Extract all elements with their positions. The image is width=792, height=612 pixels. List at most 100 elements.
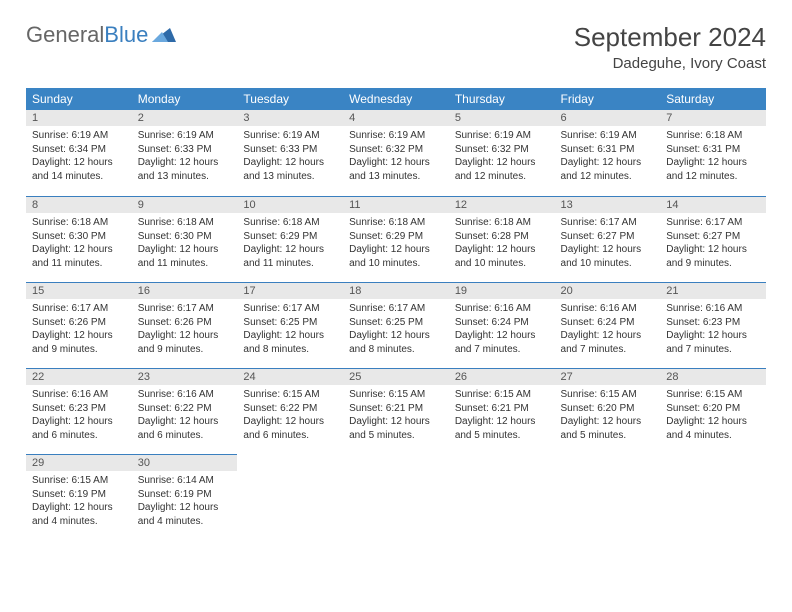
- day-number: 2: [132, 110, 238, 126]
- calendar-cell: 7Sunrise: 6:18 AMSunset: 6:31 PMDaylight…: [660, 110, 766, 196]
- sunrise-text: Sunrise: 6:16 AM: [561, 302, 655, 316]
- daylight-text: Daylight: 12 hours: [455, 243, 549, 257]
- daylight-text: and 5 minutes.: [349, 429, 443, 443]
- daylight-text: and 4 minutes.: [138, 515, 232, 529]
- calendar-cell: 19Sunrise: 6:16 AMSunset: 6:24 PMDayligh…: [449, 282, 555, 368]
- day-number: 28: [660, 368, 766, 385]
- sunrise-text: Sunrise: 6:18 AM: [243, 216, 337, 230]
- daylight-text: and 8 minutes.: [243, 343, 337, 357]
- day-number: 10: [237, 196, 343, 213]
- sunset-text: Sunset: 6:25 PM: [243, 316, 337, 330]
- sunrise-text: Sunrise: 6:16 AM: [455, 302, 549, 316]
- sunrise-text: Sunrise: 6:15 AM: [349, 388, 443, 402]
- day-content: Sunrise: 6:15 AMSunset: 6:19 PMDaylight:…: [26, 471, 132, 534]
- daylight-text: Daylight: 12 hours: [666, 156, 760, 170]
- sunrise-text: Sunrise: 6:17 AM: [243, 302, 337, 316]
- daylight-text: Daylight: 12 hours: [138, 415, 232, 429]
- daylight-text: and 8 minutes.: [349, 343, 443, 357]
- day-number: 30: [132, 454, 238, 471]
- day-content: Sunrise: 6:18 AMSunset: 6:30 PMDaylight:…: [26, 213, 132, 276]
- sunset-text: Sunset: 6:32 PM: [349, 143, 443, 157]
- daylight-text: and 11 minutes.: [138, 257, 232, 271]
- calendar-cell: 11Sunrise: 6:18 AMSunset: 6:29 PMDayligh…: [343, 196, 449, 282]
- sunrise-text: Sunrise: 6:17 AM: [666, 216, 760, 230]
- weekday-header: Thursday: [449, 88, 555, 110]
- sunset-text: Sunset: 6:20 PM: [561, 402, 655, 416]
- sunset-text: Sunset: 6:21 PM: [455, 402, 549, 416]
- day-content: Sunrise: 6:15 AMSunset: 6:22 PMDaylight:…: [237, 385, 343, 448]
- calendar-cell: 8Sunrise: 6:18 AMSunset: 6:30 PMDaylight…: [26, 196, 132, 282]
- daylight-text: Daylight: 12 hours: [349, 243, 443, 257]
- sunrise-text: Sunrise: 6:18 AM: [349, 216, 443, 230]
- daylight-text: Daylight: 12 hours: [138, 156, 232, 170]
- day-content: Sunrise: 6:16 AMSunset: 6:23 PMDaylight:…: [660, 299, 766, 362]
- weekday-header: Sunday: [26, 88, 132, 110]
- calendar-cell: 13Sunrise: 6:17 AMSunset: 6:27 PMDayligh…: [555, 196, 661, 282]
- daylight-text: and 12 minutes.: [666, 170, 760, 184]
- day-number: 19: [449, 282, 555, 299]
- day-content: Sunrise: 6:17 AMSunset: 6:27 PMDaylight:…: [555, 213, 661, 276]
- sunset-text: Sunset: 6:25 PM: [349, 316, 443, 330]
- sunrise-text: Sunrise: 6:17 AM: [138, 302, 232, 316]
- sunset-text: Sunset: 6:24 PM: [455, 316, 549, 330]
- day-number: 7: [660, 110, 766, 126]
- day-number: 23: [132, 368, 238, 385]
- sunset-text: Sunset: 6:30 PM: [138, 230, 232, 244]
- sunrise-text: Sunrise: 6:19 AM: [32, 129, 126, 143]
- calendar-row: 8Sunrise: 6:18 AMSunset: 6:30 PMDaylight…: [26, 196, 766, 282]
- day-content: Sunrise: 6:19 AMSunset: 6:34 PMDaylight:…: [26, 126, 132, 189]
- daylight-text: and 14 minutes.: [32, 170, 126, 184]
- calendar-cell: 3Sunrise: 6:19 AMSunset: 6:33 PMDaylight…: [237, 110, 343, 196]
- daylight-text: Daylight: 12 hours: [138, 243, 232, 257]
- sunset-text: Sunset: 6:32 PM: [455, 143, 549, 157]
- day-number: 16: [132, 282, 238, 299]
- calendar-row: 22Sunrise: 6:16 AMSunset: 6:23 PMDayligh…: [26, 368, 766, 454]
- day-number: 25: [343, 368, 449, 385]
- calendar-cell: [660, 454, 766, 540]
- day-number: 29: [26, 454, 132, 471]
- calendar-cell: [237, 454, 343, 540]
- day-content: Sunrise: 6:18 AMSunset: 6:29 PMDaylight:…: [237, 213, 343, 276]
- day-number: 1: [26, 110, 132, 126]
- sunset-text: Sunset: 6:34 PM: [32, 143, 126, 157]
- day-number: 4: [343, 110, 449, 126]
- day-number: 3: [237, 110, 343, 126]
- calendar-cell: 12Sunrise: 6:18 AMSunset: 6:28 PMDayligh…: [449, 196, 555, 282]
- daylight-text: Daylight: 12 hours: [349, 156, 443, 170]
- calendar-table: Sunday Monday Tuesday Wednesday Thursday…: [26, 88, 766, 540]
- sunset-text: Sunset: 6:28 PM: [455, 230, 549, 244]
- sunrise-text: Sunrise: 6:17 AM: [32, 302, 126, 316]
- calendar-cell: 25Sunrise: 6:15 AMSunset: 6:21 PMDayligh…: [343, 368, 449, 454]
- title-block: September 2024 Dadeguhe, Ivory Coast: [574, 22, 766, 72]
- calendar-cell: 9Sunrise: 6:18 AMSunset: 6:30 PMDaylight…: [132, 196, 238, 282]
- daylight-text: and 12 minutes.: [561, 170, 655, 184]
- sunset-text: Sunset: 6:29 PM: [243, 230, 337, 244]
- sunset-text: Sunset: 6:19 PM: [138, 488, 232, 502]
- daylight-text: and 12 minutes.: [455, 170, 549, 184]
- day-number: 12: [449, 196, 555, 213]
- calendar-cell: 2Sunrise: 6:19 AMSunset: 6:33 PMDaylight…: [132, 110, 238, 196]
- daylight-text: and 9 minutes.: [138, 343, 232, 357]
- day-content: Sunrise: 6:19 AMSunset: 6:32 PMDaylight:…: [449, 126, 555, 189]
- calendar-cell: 4Sunrise: 6:19 AMSunset: 6:32 PMDaylight…: [343, 110, 449, 196]
- sunrise-text: Sunrise: 6:18 AM: [666, 129, 760, 143]
- day-content: Sunrise: 6:17 AMSunset: 6:27 PMDaylight:…: [660, 213, 766, 276]
- calendar-cell: 20Sunrise: 6:16 AMSunset: 6:24 PMDayligh…: [555, 282, 661, 368]
- daylight-text: Daylight: 12 hours: [32, 329, 126, 343]
- sunset-text: Sunset: 6:27 PM: [561, 230, 655, 244]
- daylight-text: Daylight: 12 hours: [561, 156, 655, 170]
- day-content: Sunrise: 6:18 AMSunset: 6:30 PMDaylight:…: [132, 213, 238, 276]
- day-content: Sunrise: 6:15 AMSunset: 6:21 PMDaylight:…: [343, 385, 449, 448]
- daylight-text: Daylight: 12 hours: [349, 329, 443, 343]
- sunrise-text: Sunrise: 6:14 AM: [138, 474, 232, 488]
- calendar-cell: [343, 454, 449, 540]
- daylight-text: Daylight: 12 hours: [666, 415, 760, 429]
- calendar-cell: 6Sunrise: 6:19 AMSunset: 6:31 PMDaylight…: [555, 110, 661, 196]
- sunset-text: Sunset: 6:33 PM: [243, 143, 337, 157]
- day-content: Sunrise: 6:17 AMSunset: 6:26 PMDaylight:…: [26, 299, 132, 362]
- daylight-text: Daylight: 12 hours: [561, 415, 655, 429]
- sunset-text: Sunset: 6:26 PM: [138, 316, 232, 330]
- calendar-row: 15Sunrise: 6:17 AMSunset: 6:26 PMDayligh…: [26, 282, 766, 368]
- daylight-text: Daylight: 12 hours: [561, 329, 655, 343]
- sunrise-text: Sunrise: 6:19 AM: [561, 129, 655, 143]
